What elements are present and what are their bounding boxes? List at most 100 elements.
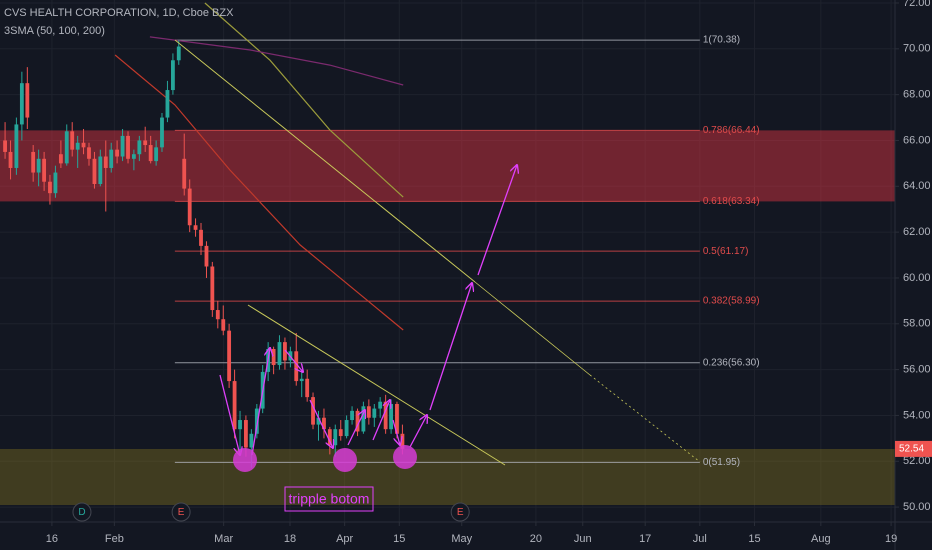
- event-marker: [450, 502, 470, 522]
- arrow: [392, 419, 400, 445]
- candle-body: [170, 60, 175, 91]
- candle-body: [120, 135, 125, 157]
- candle-body: [254, 408, 259, 434]
- candle-body: [221, 319, 226, 331]
- arrow: [251, 348, 270, 456]
- candle-body: [81, 142, 86, 148]
- y-tick-label: 70.00: [903, 43, 931, 55]
- candle-body: [53, 172, 58, 194]
- y-tick-label: 50.00: [903, 501, 931, 513]
- candle-body: [115, 149, 120, 157]
- candle-body: [322, 417, 326, 430]
- x-tick-label: 15: [393, 533, 405, 545]
- candle-body: [283, 342, 287, 361]
- candle-body: [137, 140, 142, 155]
- candle-body: [19, 83, 24, 125]
- candle-body: [344, 420, 349, 437]
- y-tick-label: 72.00: [903, 0, 931, 9]
- candle-body: [389, 403, 394, 430]
- candle-body: [42, 158, 47, 182]
- arrow: [347, 410, 365, 446]
- candle-body: [350, 410, 354, 421]
- y-tick-label: 66.00: [903, 134, 931, 146]
- event-label: D: [78, 507, 85, 518]
- candle-body: [311, 397, 315, 425]
- candle-body: [75, 142, 80, 150]
- candle-body: [3, 140, 7, 152]
- annotation: tripple botom: [289, 491, 370, 507]
- candle-body: [299, 378, 304, 382]
- candle-body: [277, 342, 282, 366]
- candle-body: [176, 46, 181, 61]
- arrow: [372, 400, 390, 441]
- candle-body: [305, 378, 310, 398]
- event-marker: [171, 502, 191, 522]
- candle-body: [14, 124, 19, 168]
- arrow: [219, 374, 240, 455]
- x-tick-label: May: [451, 533, 472, 545]
- x-tick-label: 16: [46, 533, 58, 545]
- candle-body: [64, 131, 69, 164]
- x-tick-label: 15: [748, 533, 760, 545]
- chart-title: CVS HEALTH CORPORATION, 1D, Cboe BZX: [4, 7, 234, 19]
- candle-body: [8, 151, 13, 168]
- candle-body: [143, 140, 148, 146]
- candle-body: [126, 135, 130, 159]
- candle-body: [70, 131, 75, 150]
- candle-body: [98, 156, 103, 185]
- candle-body: [378, 401, 383, 409]
- candle-body: [249, 433, 254, 448]
- support-zone: [0, 449, 895, 505]
- candle-body: [193, 225, 198, 230]
- candle-body: [227, 330, 232, 382]
- event-label: E: [178, 507, 185, 518]
- candle-body: [215, 310, 220, 320]
- x-tick-label: Feb: [105, 533, 124, 545]
- candle-body: [154, 147, 159, 162]
- y-tick-label: 54.00: [903, 409, 931, 421]
- overlay: 1(70.38) 0.786(66.44) 0.618(63.34) 0.5(61.1…: [0, 2, 895, 468]
- candle-body: [395, 403, 399, 434]
- x-tick-label: Jul: [693, 533, 707, 545]
- y-tick-label: 60.00: [903, 272, 931, 284]
- y-tick-label: 64.00: [903, 180, 931, 192]
- candle-body: [316, 417, 321, 425]
- candle-body: [31, 151, 36, 173]
- fib-zone: [0, 130, 895, 202]
- sma-line: [204, 2, 404, 198]
- candle-body: [204, 245, 209, 267]
- last-price-label: 52.54: [899, 444, 924, 455]
- candle-body: [355, 410, 360, 432]
- candle-body: [383, 401, 388, 430]
- fib-label: 1(70.38): [703, 35, 740, 46]
- candle-body: [338, 429, 343, 437]
- y-tick-label: 56.00: [903, 364, 931, 376]
- y-tick-label: 58.00: [903, 318, 931, 330]
- x-tick-label: 19: [885, 533, 897, 545]
- grid: [0, 0, 895, 522]
- candle-body: [271, 348, 276, 366]
- arrow: [477, 165, 517, 276]
- bottom-marker: [233, 448, 257, 472]
- candle-body: [36, 158, 41, 173]
- x-tick-label: Apr: [336, 533, 353, 545]
- bottom-marker: [333, 448, 357, 472]
- x-tick-label: 17: [639, 533, 651, 545]
- indicator-legend: 3SMA (50, 100, 200): [4, 25, 105, 37]
- candle-body: [160, 117, 164, 148]
- sma-line: [149, 36, 404, 86]
- candles: [3, 40, 405, 468]
- annotation-box: [284, 486, 374, 512]
- event-label: E: [457, 507, 464, 518]
- candle-body: [333, 429, 338, 446]
- x-tick-label: Jun: [574, 533, 592, 545]
- x-tick-label: 18: [284, 533, 296, 545]
- candle-body: [165, 90, 170, 118]
- bottom-marker: [393, 445, 417, 469]
- x-tick-label: Mar: [214, 533, 233, 545]
- candle-body: [372, 408, 377, 418]
- fib-label: 0.382(58.99): [703, 296, 760, 307]
- trend-line: [174, 39, 476, 283]
